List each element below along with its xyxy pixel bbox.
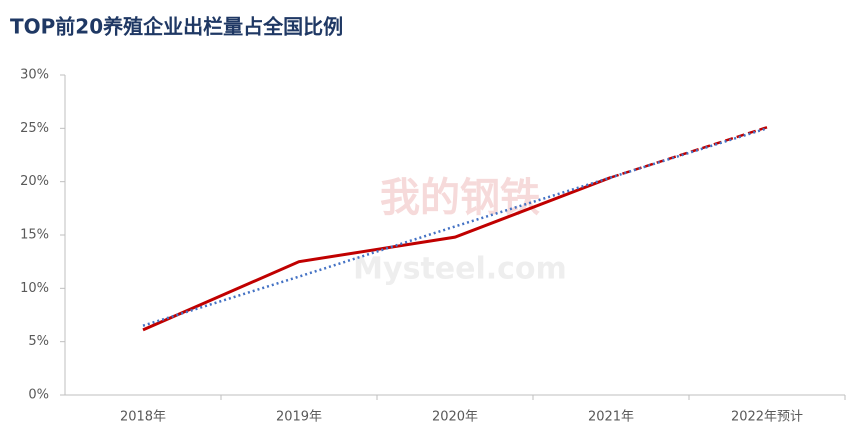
x-tick-label: 2020年 bbox=[432, 410, 478, 425]
x-tick-label: 2019年 bbox=[276, 410, 322, 425]
y-tick-label: 5% bbox=[28, 334, 49, 349]
x-tick-label: 2022年预计 bbox=[731, 410, 803, 425]
series-line bbox=[142, 127, 768, 327]
watermark: Mysteel.com bbox=[353, 252, 567, 287]
y-tick-label: 20% bbox=[20, 174, 49, 189]
x-tick-label: 2021年 bbox=[588, 410, 634, 425]
series-line bbox=[142, 175, 612, 332]
x-tick-label: 2018年 bbox=[120, 410, 166, 425]
y-tick-label: 0% bbox=[28, 388, 49, 403]
y-tick-label: 25% bbox=[20, 121, 49, 136]
y-tick-label: 10% bbox=[20, 281, 49, 296]
series-line bbox=[610, 126, 768, 179]
chart-title: TOP前20养殖企业出栏量占全国比例 bbox=[10, 15, 343, 39]
y-tick-label: 30% bbox=[20, 68, 49, 83]
y-tick-label: 15% bbox=[20, 228, 49, 243]
